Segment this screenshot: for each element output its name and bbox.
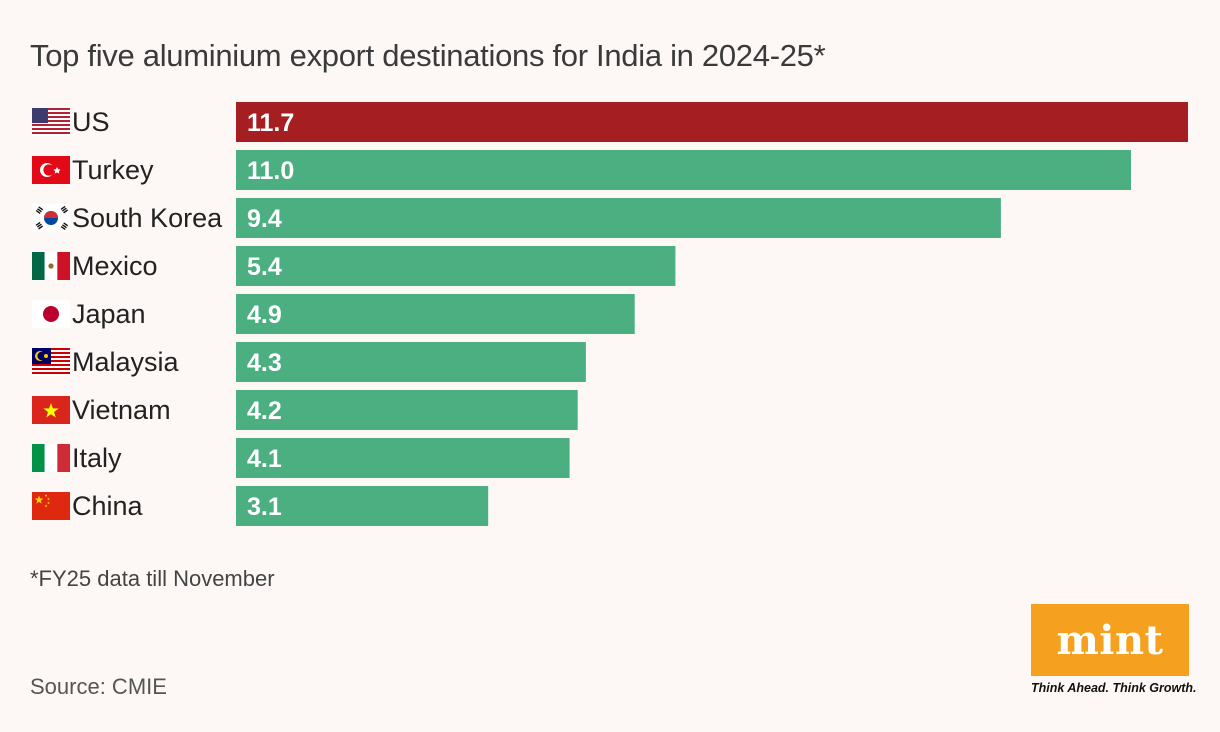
category-label: Japan [72,299,146,329]
value-label: 4.1 [247,445,282,473]
value-label: 11.0 [247,157,294,185]
south-korea-flag-icon [32,204,70,232]
mint-logo: mint [1031,604,1189,676]
value-label: 3.1 [247,493,282,521]
bar-mexico [236,246,676,286]
category-label: Italy [72,443,122,473]
footnote: *FY25 data till November [30,566,275,591]
logo-tagline: Think Ahead. Think Growth. [1031,681,1197,695]
bar-us [236,102,1188,142]
category-label: China [72,491,144,521]
mexico-flag-icon [32,252,70,280]
category-label: Turkey [72,155,154,185]
bar-vietnam [236,390,578,430]
category-label: Mexico [72,251,158,281]
vietnam-flag-icon [32,396,70,424]
category-label: Malaysia [72,347,180,377]
malaysia-flag-icon [32,348,70,376]
category-label: Vietnam [72,395,171,425]
value-label: 4.3 [247,349,282,377]
bar-turkey [236,150,1131,190]
bar-italy [236,438,570,478]
us-flag-icon [32,108,70,136]
japan-flag-icon [32,300,70,328]
chart-title: Top five aluminium export destinations f… [30,38,826,73]
china-flag-icon [32,492,70,520]
italy-flag-icon [32,444,70,472]
bar-china [236,486,489,526]
bar-south-korea [236,198,1001,238]
bar-malaysia [236,342,586,382]
value-label: 11.7 [247,109,294,137]
source-text: Source: CMIE [30,674,167,699]
value-label: 5.4 [247,253,282,281]
value-label: 4.9 [247,301,282,329]
turkey-flag-icon [32,156,70,184]
value-label: 9.4 [247,205,282,233]
category-label: South Korea [72,203,223,233]
logo-text: mint [1056,616,1164,664]
value-label: 4.2 [247,397,282,425]
bar-chart: US 11.7 Turkey 11.0 South Korea 9.4 Mexico 5.4 J… [32,102,1188,526]
category-label: US [72,107,110,137]
bar-japan [236,294,635,334]
